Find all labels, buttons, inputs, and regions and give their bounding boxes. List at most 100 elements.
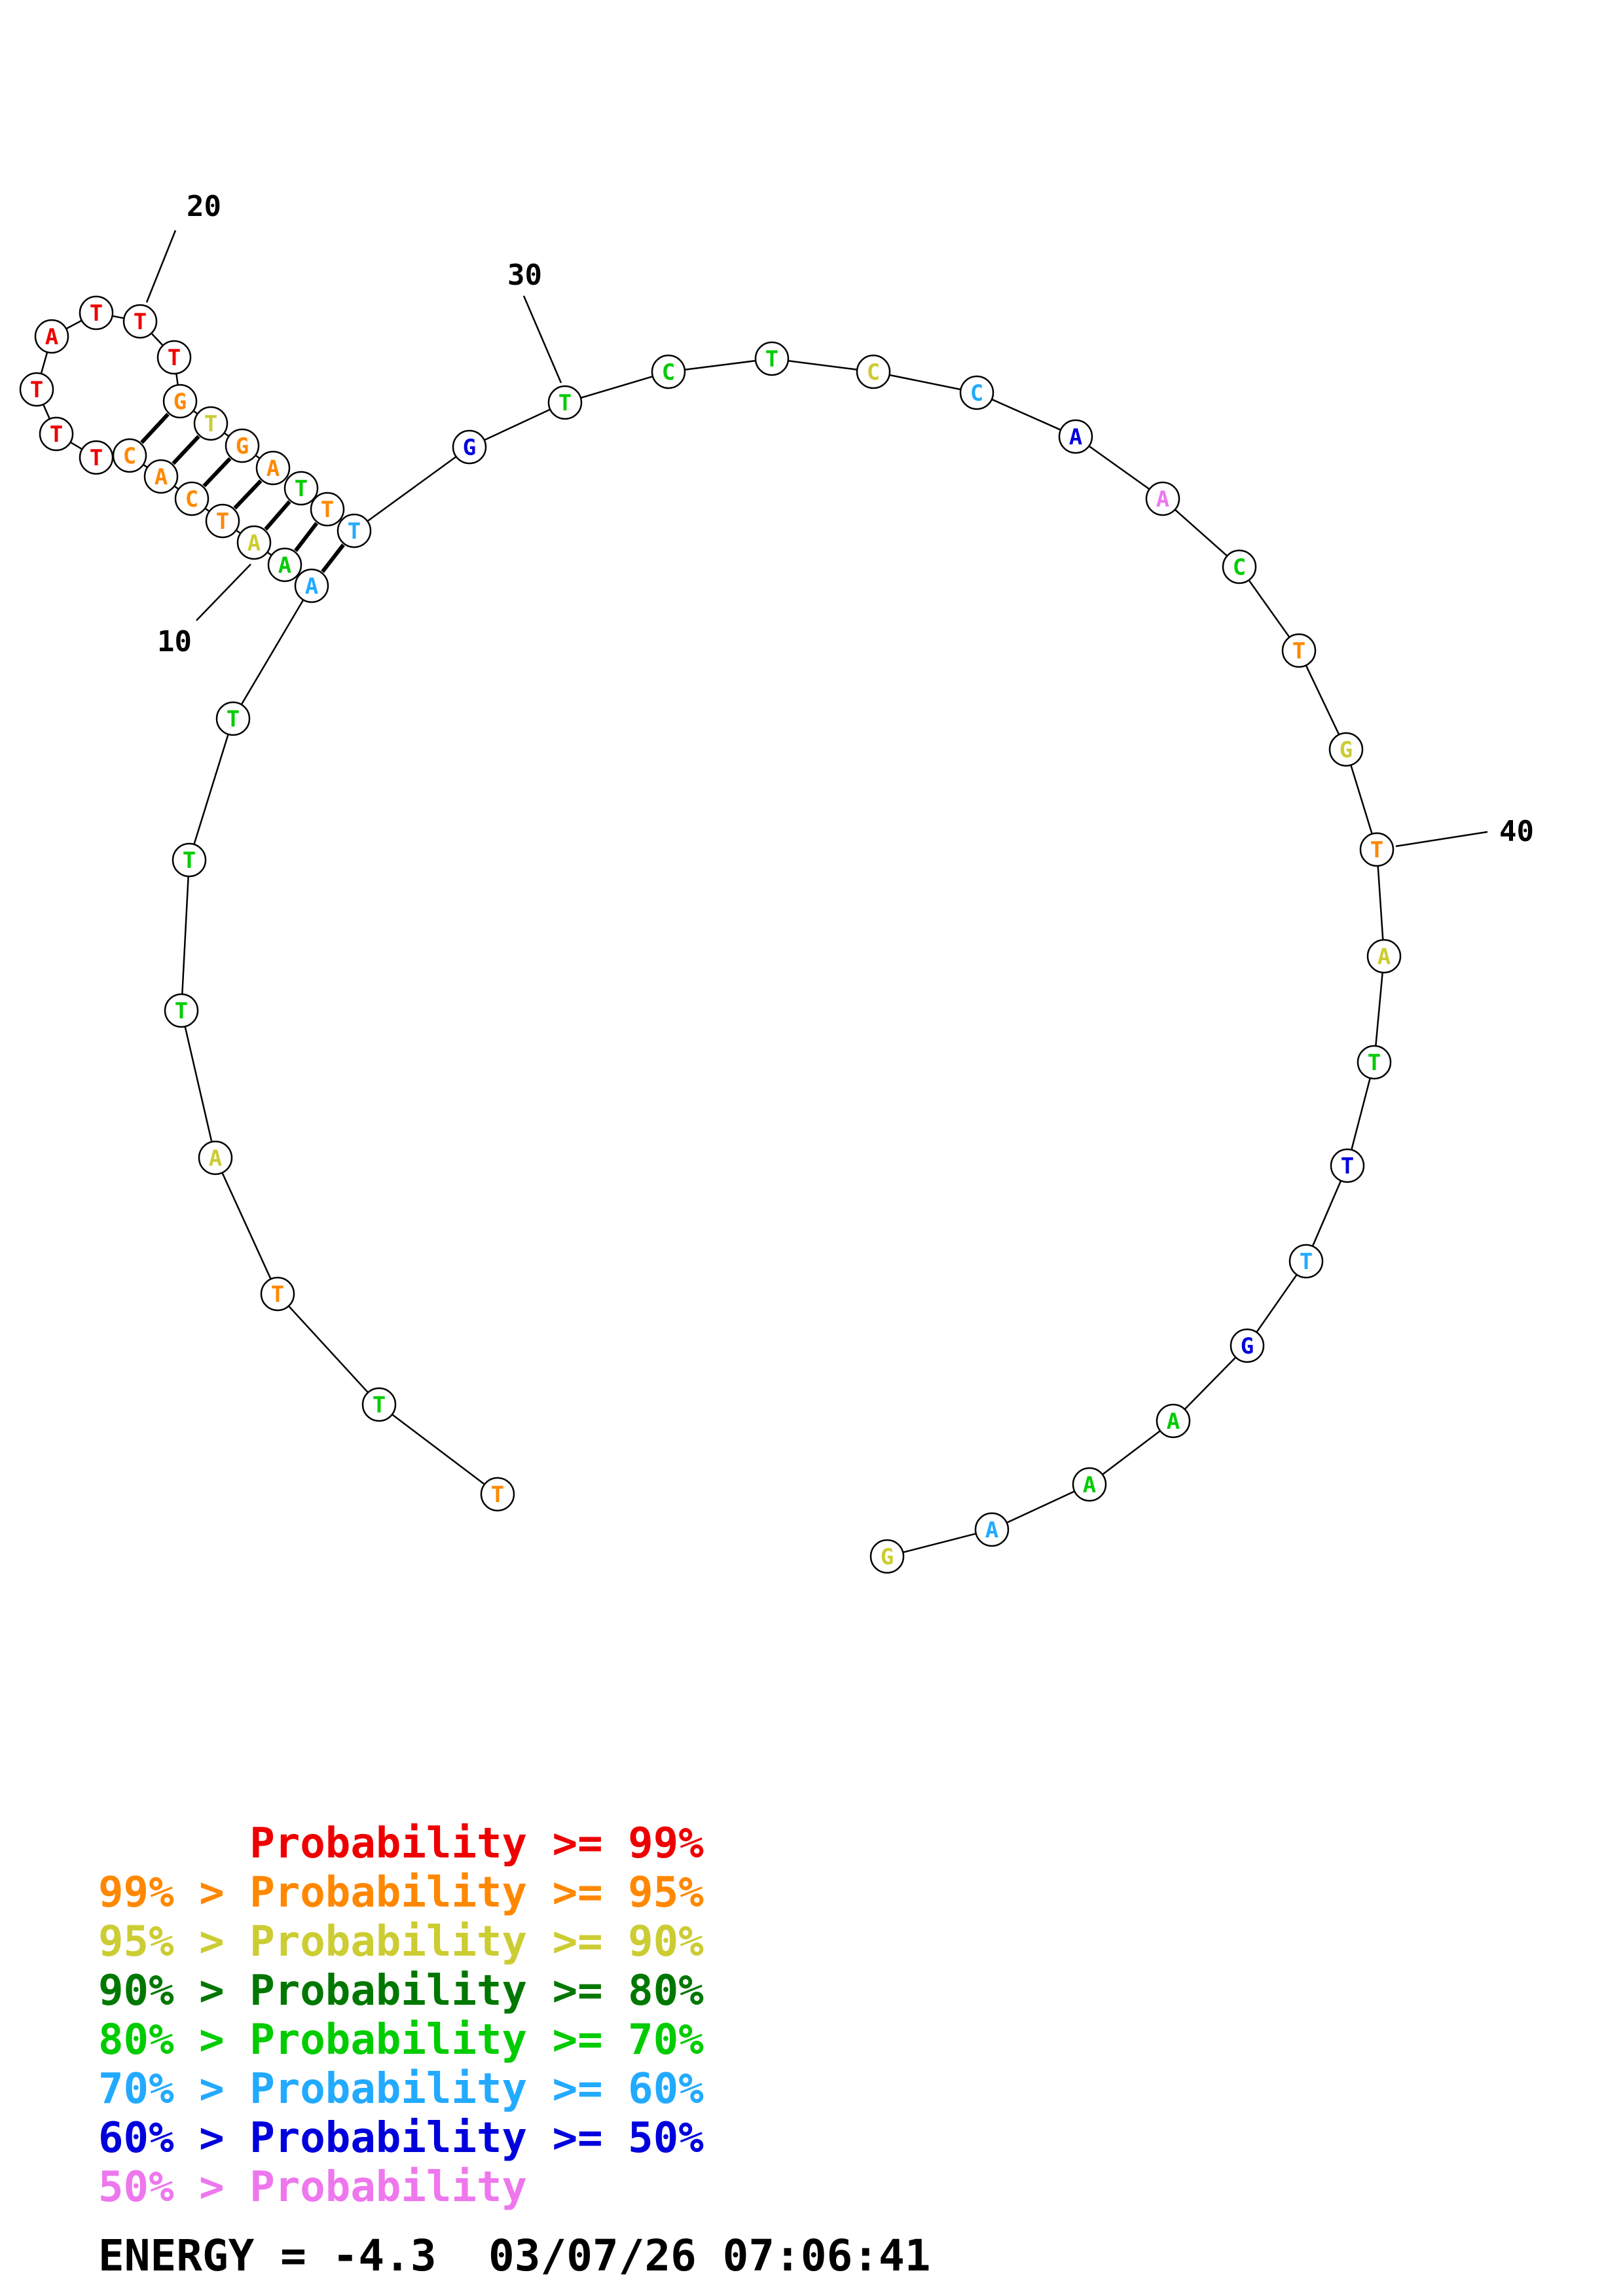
nucleotide-base: A: [45, 324, 58, 350]
nucleotide-circle: [959, 375, 994, 410]
backbone-segment: [1305, 665, 1340, 735]
nucleotide-circle: [205, 503, 240, 539]
backbone-segment: [113, 315, 124, 319]
nucleotide-base: T: [175, 998, 188, 1024]
backbone-segment: [992, 399, 1061, 431]
base-pair-line: [294, 522, 318, 552]
nucleotide-circle: [361, 1387, 397, 1422]
base-pair-line: [264, 500, 291, 531]
nucleotide-circle: [1058, 419, 1093, 454]
legend-entry: 80% > Probability >= 70%: [98, 2016, 704, 2064]
position-label-line: [1395, 831, 1488, 848]
nucleotide-base: T: [373, 1392, 386, 1418]
nucleotide-base: T: [204, 411, 217, 437]
nucleotide-base: T: [558, 390, 572, 416]
backbone-segment: [193, 734, 229, 844]
backbone-segment: [255, 455, 260, 459]
backbone-segment: [40, 352, 48, 374]
nucleotide-circle: [310, 492, 345, 527]
nucleotide-base: T: [1292, 638, 1305, 664]
position-label: 20: [187, 190, 221, 223]
backbone-segment: [70, 442, 82, 450]
nucleotide-base: C: [970, 380, 983, 406]
nucleotide-circle: [651, 354, 686, 389]
nucleotide-circle: [198, 1140, 233, 1175]
backbone-segment: [241, 600, 304, 705]
nucleotide-base: T: [50, 422, 63, 448]
nucleotide-circle: [39, 416, 74, 452]
legend-entry: 60% > Probability >= 50%: [98, 2114, 704, 2162]
nucleotide-base: C: [867, 359, 880, 386]
backbone-segment: [581, 376, 653, 399]
nucleotide-circle: [480, 1477, 515, 1512]
backbone-segment: [367, 456, 456, 522]
backbone-segment: [1249, 580, 1290, 637]
backbone-segment: [221, 1173, 272, 1279]
backbone-segment: [392, 1414, 485, 1485]
nucleotide-base: T: [30, 377, 43, 403]
nucleotide-base: A: [1377, 944, 1391, 970]
nucleotide-circle: [215, 701, 251, 736]
backbone-segment: [1175, 509, 1228, 556]
nucleotide-base: A: [209, 1145, 222, 1172]
backbone-segment: [205, 508, 210, 512]
nucleotide-base: C: [1233, 554, 1246, 581]
nucleotide-base: A: [305, 573, 318, 600]
position-label: 40: [1499, 815, 1534, 848]
nucleotide-base: T: [765, 346, 778, 372]
base-pair-line: [140, 412, 170, 444]
base-pair-line: [321, 543, 345, 573]
nucleotide-base: T: [1341, 1153, 1354, 1179]
nucleotide-circle: [1230, 1328, 1265, 1363]
nucleotide-circle: [974, 1512, 1010, 1547]
nucleotide-circle: [1328, 732, 1364, 767]
legend-entry: 70% > Probability >= 60%: [98, 2065, 704, 2113]
legend-entry: 95% > Probability >= 90%: [98, 1918, 704, 1966]
position-label: 10: [157, 625, 192, 658]
nucleotide-circle: [1366, 939, 1402, 974]
nucleotide-circle: [79, 440, 114, 475]
nucleotide-base: A: [278, 552, 291, 579]
nucleotide-base: T: [295, 476, 308, 502]
nucleotide-base: T: [90, 445, 103, 471]
backbone-segment: [1350, 765, 1373, 834]
nucleotide-base: G: [236, 433, 249, 459]
backbone-segment: [1184, 1357, 1236, 1410]
nucleotide-circle: [172, 842, 207, 878]
legend-entry: 99% > Probability >= 95%: [98, 1869, 704, 1917]
nucleotide-circle: [122, 304, 158, 339]
energy-line: ENERGY = -4.3 03/07/26 07:06:41: [98, 2231, 931, 2281]
nucleotide-base: A: [1069, 424, 1082, 450]
nucleotide-circle: [236, 525, 272, 560]
backbone-segment: [1375, 973, 1383, 1046]
nucleotide-base: T: [1370, 837, 1383, 863]
base-pair-line: [202, 457, 232, 488]
nucleotide-base: A: [247, 530, 261, 556]
backbone-segment: [175, 374, 179, 385]
nucleotide-base: C: [123, 443, 136, 469]
nucleotide-base: T: [216, 509, 229, 535]
backbone-segment: [288, 1306, 369, 1393]
nucleotide-base: T: [183, 848, 196, 874]
backbone-segment: [184, 1027, 213, 1141]
nucleotide-base: T: [134, 309, 147, 335]
nucleotide-base: A: [1156, 486, 1169, 512]
nucleotide-base: G: [173, 389, 187, 415]
backbone-segment: [224, 433, 229, 437]
nucleotide-circle: [452, 429, 487, 465]
nucleotide-circle: [260, 1276, 295, 1312]
nucleotide-circle: [283, 471, 319, 506]
nucleotide-circle: [267, 547, 302, 583]
nucleotide-circle: [1222, 549, 1257, 584]
backbone-segment: [1007, 1490, 1074, 1524]
backbone-segment: [43, 404, 50, 419]
nucleotide-base: A: [155, 464, 168, 490]
nucleotide-base: C: [662, 359, 675, 386]
nucleotide-circle: [1156, 1403, 1191, 1439]
base-pair-line: [172, 435, 200, 465]
nucleotide-base: G: [1340, 737, 1353, 763]
position-label-line: [145, 230, 177, 303]
nucleotide-base: T: [348, 518, 361, 545]
